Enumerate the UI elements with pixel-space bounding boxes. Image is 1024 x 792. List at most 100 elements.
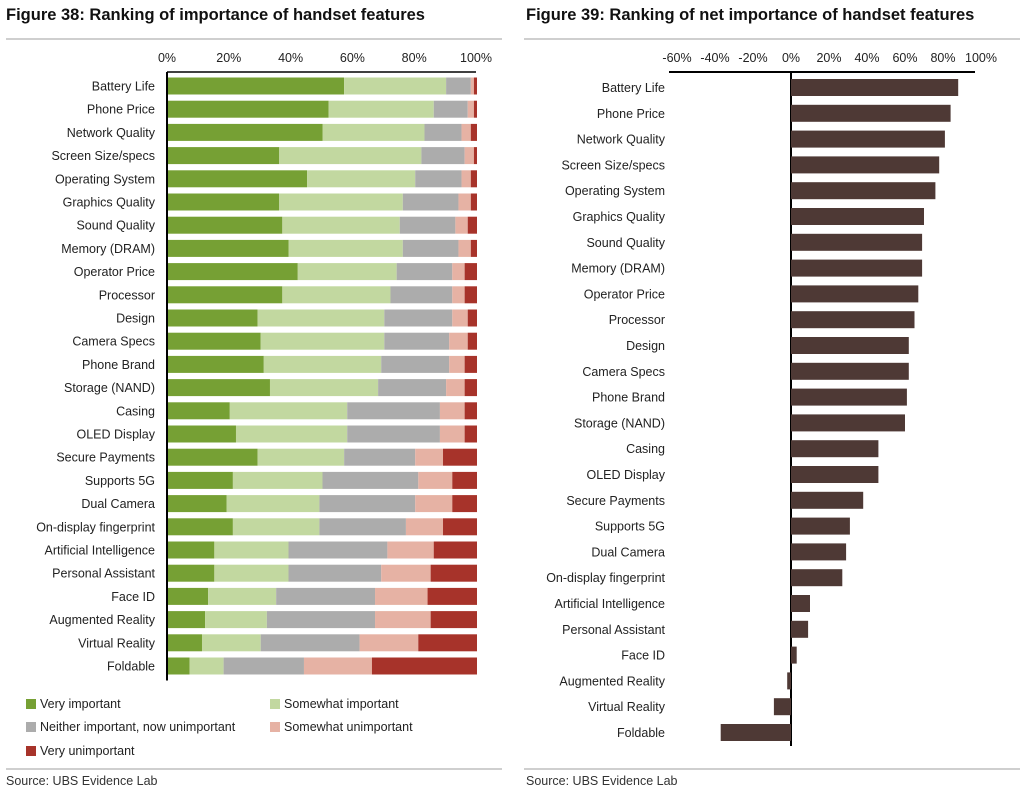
category-label-foldable: Foldable [617, 726, 665, 740]
bar-segment-sound-quality-very-important [168, 216, 283, 234]
bar-segment-supports-5g-neither-important-now-unimportant [322, 471, 419, 489]
category-label-phone-price: Phone Price [597, 107, 665, 121]
category-label-oled-display: OLED Display [587, 468, 666, 482]
bar-segment-battery-life-very-important [168, 77, 345, 95]
bar-segment-operating-system-neither-important-now-unimportant [415, 170, 462, 188]
bar-segment-dual-camera-very-important [168, 495, 227, 513]
bar-segment-battery-life-neither-important-now-unimportant [446, 77, 471, 95]
bar-segment-face-id-very-important [168, 587, 209, 605]
x-tick-label: -20% [738, 51, 767, 65]
bar-segment-network-quality-neither-important-now-unimportant [424, 123, 462, 141]
bar-segment-casing-neither-important-now-unimportant [347, 402, 440, 420]
bar-segment-oled-display-somewhat-unimportant [439, 425, 465, 443]
bar-segment-personal-assistant-neither-important-now-unimportant [288, 564, 382, 582]
bar-augmented-reality [787, 672, 791, 690]
bar-segment-sound-quality-neither-important-now-unimportant [399, 216, 456, 234]
bar-segment-memory-dram-somewhat-important [288, 239, 403, 257]
bar-segment-storage-nand-neither-important-now-unimportant [378, 379, 447, 397]
bar-segment-virtual-reality-neither-important-now-unimportant [260, 634, 360, 652]
bar-foldable [720, 724, 791, 741]
bar-segment-foldable-neither-important-now-unimportant [223, 657, 304, 675]
bar-segment-phone-brand-very-important [168, 355, 264, 373]
bar-network-quality [791, 130, 945, 148]
bar-segment-phone-price-very-unimportant [473, 100, 477, 118]
bar-segment-operator-price-very-unimportant [464, 263, 477, 281]
bar-operating-system [791, 182, 936, 200]
bar-segment-artificial-intelligence-very-unimportant [433, 541, 477, 559]
bar-segment-camera-specs-somewhat-unimportant [449, 332, 468, 350]
bar-segment-design-neither-important-now-unimportant [384, 309, 453, 327]
bar-segment-artificial-intelligence-neither-important-now-unimportant [288, 541, 388, 559]
figure-39-top-rule [524, 38, 1020, 40]
bar-segment-dual-camera-somewhat-important [226, 495, 320, 513]
bar-segment-oled-display-very-unimportant [464, 425, 477, 443]
bar-segment-operator-price-somewhat-unimportant [452, 263, 465, 281]
category-label-sound-quality: Sound Quality [586, 236, 665, 250]
bar-segment-artificial-intelligence-very-important [168, 541, 215, 559]
x-tick-label: 20% [216, 51, 241, 65]
bar-segment-casing-very-important [168, 402, 230, 420]
net-importance-chart: -60% -40% -20% 0% 20% 40% 60% 80% 100% Battery Li… [546, 51, 997, 746]
bar-segment-memory-dram-neither-important-now-unimportant [402, 239, 459, 257]
bar-segment-graphics-quality-somewhat-important [279, 193, 403, 211]
bar-segment-supports-5g-somewhat-unimportant [418, 471, 453, 489]
bar-segment-processor-somewhat-important [282, 286, 391, 304]
bar-segment-screen-size-specs-very-unimportant [473, 147, 477, 165]
bar-segment-operator-price-very-important [168, 263, 298, 281]
x-tick-label: 0% [782, 51, 800, 65]
bar-segment-on-display-fingerprint-neither-important-now-unimportant [319, 518, 406, 536]
figure-39-bottom-rule [524, 768, 1020, 770]
bar-segment-virtual-reality-very-important [168, 634, 202, 652]
bar-segment-processor-very-important [168, 286, 283, 304]
bar-segment-memory-dram-very-important [168, 239, 289, 257]
bar-segment-graphics-quality-neither-important-now-unimportant [402, 193, 459, 211]
bar-segment-artificial-intelligence-somewhat-unimportant [387, 541, 434, 559]
bar-segment-screen-size-specs-somewhat-important [279, 147, 422, 165]
bar-segment-processor-neither-important-now-unimportant [390, 286, 453, 304]
category-label-operator-price: Operator Price [74, 265, 155, 279]
legend-swatch [26, 746, 36, 756]
bar-segment-secure-payments-neither-important-now-unimportant [344, 448, 416, 466]
bar-segment-dual-camera-neither-important-now-unimportant [319, 495, 416, 513]
category-label-supports-5g: Supports 5G [85, 474, 155, 488]
bar-segment-graphics-quality-very-unimportant [470, 193, 477, 211]
category-label-on-display-fingerprint: On-display fingerprint [36, 520, 155, 534]
bar-segment-augmented-reality-very-important [168, 611, 206, 629]
bar-graphics-quality [791, 208, 924, 225]
bar-segment-on-display-fingerprint-somewhat-important [232, 518, 320, 536]
category-label-camera-specs: Camera Specs [72, 335, 155, 349]
legend-swatch [26, 699, 36, 709]
bar-segment-foldable-somewhat-important [189, 657, 224, 675]
bar-oled-display [791, 466, 879, 483]
bar-segment-casing-somewhat-important [229, 402, 348, 420]
category-label-on-display-fingerprint: On-display fingerprint [546, 571, 665, 585]
bar-segment-graphics-quality-very-important [168, 193, 280, 211]
category-label-processor: Processor [609, 313, 665, 327]
bar-face-id [791, 646, 797, 664]
bar-segment-augmented-reality-neither-important-now-unimportant [266, 611, 376, 629]
category-label-phone-brand: Phone Brand [592, 391, 665, 405]
bar-segment-sound-quality-somewhat-important [282, 216, 400, 234]
bar-segment-foldable-very-important [168, 657, 190, 675]
category-label-camera-specs: Camera Specs [582, 365, 665, 379]
bar-segment-augmented-reality-somewhat-unimportant [375, 611, 431, 629]
category-label-casing: Casing [116, 404, 155, 418]
stacked-importance-chart: 0% 20% 40% 60% 80% 100% Battery Life Phone Pric… [36, 51, 492, 681]
category-label-sound-quality: Sound Quality [76, 219, 155, 233]
legend-item-somewhat-important: Somewhat important [270, 697, 399, 711]
legend-swatch [270, 722, 280, 732]
x-tick-label: 80% [930, 51, 955, 65]
x-tick-label: 100% [460, 51, 492, 65]
x-tick-label: 60% [340, 51, 365, 65]
category-label-artificial-intelligence: Artificial Intelligence [45, 544, 156, 558]
bar-segment-dual-camera-somewhat-unimportant [415, 495, 453, 513]
bar-segment-augmented-reality-very-unimportant [430, 611, 477, 629]
x-tick-label: 20% [816, 51, 841, 65]
category-label-dual-camera: Dual Camera [591, 545, 665, 559]
category-label-graphics-quality: Graphics Quality [63, 196, 156, 210]
figure-39-title: Figure 39: Ranking of net importance of … [526, 6, 975, 24]
legend-label: Somewhat unimportant [284, 720, 413, 734]
legend-label: Very important [40, 697, 121, 711]
bar-segment-artificial-intelligence-somewhat-important [214, 541, 289, 559]
bar-artificial-intelligence [791, 595, 810, 612]
